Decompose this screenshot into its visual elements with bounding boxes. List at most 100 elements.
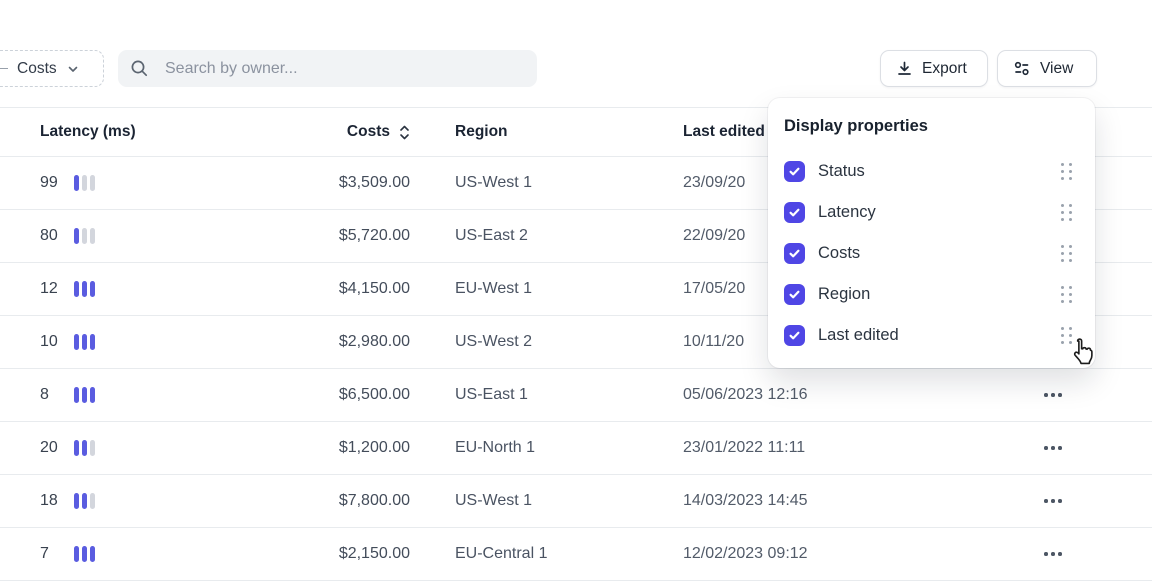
latency-bar — [82, 493, 87, 509]
latency-bar — [74, 281, 79, 297]
latency-bar — [74, 546, 79, 562]
latency-bars — [74, 228, 95, 244]
checkmark-icon — [789, 208, 800, 217]
costs-cell: $1,200.00 — [338, 439, 410, 456]
latency-cell: 8 — [40, 386, 180, 404]
column-header-costs-label: Costs — [346, 123, 390, 140]
search-input[interactable]: Search by owner... — [118, 50, 537, 87]
latency-bar — [90, 493, 95, 509]
region-cell: US-West 2 — [455, 333, 533, 350]
drag-handle-icon[interactable] — [1061, 163, 1072, 180]
property-checkbox[interactable] — [784, 202, 805, 223]
row-menu-button[interactable] — [1033, 528, 1073, 580]
latency-bar — [82, 281, 87, 297]
column-header-costs[interactable]: Costs — [180, 123, 410, 141]
property-checkbox[interactable] — [784, 161, 805, 182]
latency-bar — [82, 440, 87, 456]
latency-bar — [90, 440, 95, 456]
column-header-latency: Latency (ms) — [40, 123, 136, 140]
search-icon — [131, 60, 148, 77]
view-button-label: View — [1040, 59, 1074, 77]
latency-bar — [90, 281, 95, 297]
drag-handle-icon[interactable] — [1061, 327, 1072, 344]
latency-bars — [74, 440, 95, 456]
costs-cell: $2,980.00 — [338, 333, 410, 350]
latency-bar — [90, 228, 95, 244]
region-cell: EU-Central 1 — [455, 545, 548, 562]
display-property-item: Region — [784, 274, 1079, 315]
row-menu-button[interactable] — [1033, 369, 1073, 421]
latency-value: 18 — [40, 492, 58, 509]
display-property-item: Latency — [784, 192, 1079, 233]
export-button-label: Export — [922, 59, 967, 77]
property-label: Status — [818, 162, 865, 180]
latency-value: 8 — [40, 386, 49, 403]
row-menu-button[interactable] — [1033, 475, 1073, 527]
download-icon — [898, 61, 911, 75]
latency-cell: 80 — [40, 227, 180, 245]
chip-cutoff-dash — [0, 67, 8, 70]
last-edited-cell: 05/06/2023 12:16 — [683, 386, 808, 403]
table-header: Latency (ms) Costs Region Last edited — [0, 107, 1152, 157]
latency-bar — [90, 334, 95, 350]
costs-cell: $2,150.00 — [338, 545, 410, 562]
checkmark-icon — [789, 290, 800, 299]
region-cell: US-West 1 — [455, 492, 533, 509]
latency-bar — [90, 387, 95, 403]
region-cell: EU-West 1 — [455, 280, 533, 297]
latency-bar — [74, 440, 79, 456]
region-cell: EU-North 1 — [455, 439, 536, 456]
column-header-last-edited: Last edited — [683, 123, 765, 140]
latency-bars — [74, 387, 95, 403]
panel-items: Status Latency Costs Region — [784, 151, 1079, 356]
drag-handle-icon[interactable] — [1061, 245, 1072, 262]
latency-bars — [74, 493, 95, 509]
drag-handle-icon[interactable] — [1061, 286, 1072, 303]
latency-cell: 12 — [40, 280, 180, 298]
checkmark-icon — [789, 331, 800, 340]
latency-value: 80 — [40, 227, 58, 244]
latency-bar — [82, 546, 87, 562]
latency-value: 12 — [40, 280, 58, 297]
property-checkbox[interactable] — [784, 243, 805, 264]
latency-bars — [74, 175, 95, 191]
drag-handle-icon[interactable] — [1061, 204, 1072, 221]
latency-bar — [90, 175, 95, 191]
checkmark-icon — [789, 167, 800, 176]
latency-bars — [74, 281, 95, 297]
last-edited-cell: 14/03/2023 14:45 — [683, 492, 808, 509]
costs-cell: $6,500.00 — [338, 386, 410, 403]
latency-cell: 7 — [40, 545, 180, 563]
table-row[interactable]: 8 $6,500.00 US-East 1 05/06/2023 12:16 — [0, 369, 1152, 422]
property-label: Region — [818, 285, 871, 303]
last-edited-cell: 22/09/20 — [683, 227, 746, 244]
latency-value: 20 — [40, 439, 58, 456]
latency-bar — [90, 546, 95, 562]
latency-value: 10 — [40, 333, 58, 350]
last-edited-cell: 23/09/20 — [683, 174, 746, 191]
latency-bar — [82, 387, 87, 403]
latency-cell: 20 — [40, 439, 180, 457]
region-cell: US-East 1 — [455, 386, 528, 403]
costs-cell: $4,150.00 — [338, 280, 410, 297]
property-label: Last edited — [818, 326, 899, 344]
property-checkbox[interactable] — [784, 325, 805, 346]
table-row[interactable]: 7 $2,150.00 EU-Central 1 12/02/2023 09:1… — [0, 528, 1152, 581]
export-button[interactable]: Export — [880, 50, 988, 87]
costs-cell: $5,720.00 — [338, 227, 410, 244]
latency-bar — [74, 493, 79, 509]
last-edited-cell: 12/02/2023 09:12 — [683, 545, 808, 562]
filter-chip-label: Costs — [17, 59, 57, 77]
table-row[interactable]: 20 $1,200.00 EU-North 1 23/01/2022 11:11 — [0, 422, 1152, 475]
property-label: Costs — [818, 244, 861, 262]
latency-bar — [74, 387, 79, 403]
costs-cell: $7,800.00 — [338, 492, 410, 509]
property-checkbox[interactable] — [784, 284, 805, 305]
filter-chip-costs[interactable]: Costs — [0, 50, 104, 87]
view-button[interactable]: View — [997, 50, 1097, 87]
latency-cell: 18 — [40, 492, 180, 510]
table-row[interactable]: 18 $7,800.00 US-West 1 14/03/2023 14:45 — [0, 475, 1152, 528]
row-menu-button[interactable] — [1033, 422, 1073, 474]
display-properties-panel: Display properties Status Latency Costs — [768, 98, 1095, 368]
display-property-item: Last edited — [784, 315, 1079, 356]
